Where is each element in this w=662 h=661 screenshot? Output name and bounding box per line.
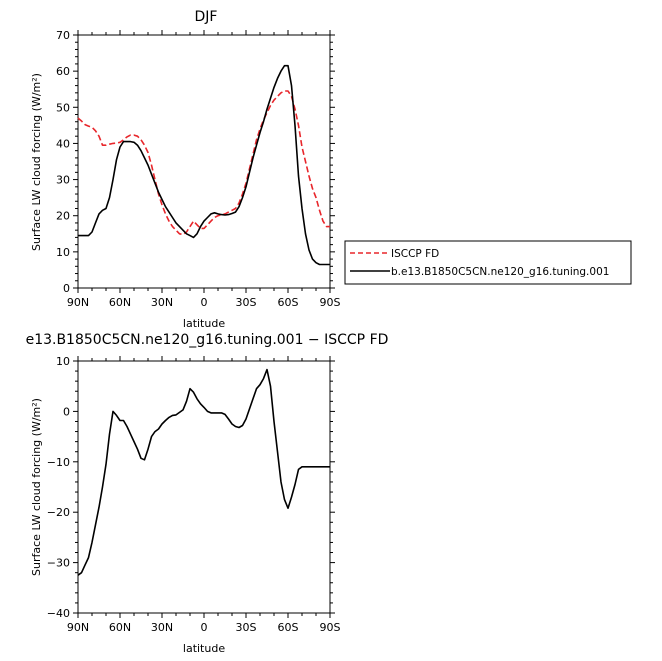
top-series-lines (77, 64, 330, 266)
bottom-xtick-label: 30N (151, 621, 173, 634)
top-ytick-label: 10 (56, 246, 70, 259)
top-x-axis-label: latitude (183, 317, 225, 330)
legend: ISCCP FD b.e13.B1850C5CN.ne120_g16.tunin… (344, 240, 632, 285)
bottom-chart-title: e13.B1850C5CN.ne120_g16.tuning.001 − ISC… (26, 332, 389, 348)
top-xtick-label: 60S (278, 296, 299, 309)
bottom-series-line-model (77, 368, 330, 576)
bottom-xtick-label: 30S (236, 621, 257, 634)
top-xtick-label: 30S (236, 296, 257, 309)
bottom-ytick-label: 0 (63, 405, 70, 418)
top-chart-title: DJF (195, 9, 218, 25)
bottom-panel: e13.B1850C5CN.ne120_g16.tuning.001 − ISC… (26, 332, 389, 655)
bottom-ticks: 90N 60N 30N 0 30S 60S 90S −40 −30 −20 −10 0 10 (47, 355, 341, 634)
top-ytick-label: 60 (56, 65, 70, 78)
bottom-ytick-label: −10 (47, 456, 70, 469)
top-ticks: 90N 60N 30N 0 30S 60S 90S 0 10 20 30 40 50 60 70 (56, 29, 341, 309)
top-ytick-label: 40 (56, 137, 70, 150)
top-series-line-model (78, 64, 330, 266)
top-xtick-label: 90N (67, 296, 89, 309)
top-xtick-label: 90S (320, 296, 341, 309)
bottom-y-axis-label: Surface LW cloud forcing (W/m²) (30, 398, 43, 576)
bottom-ytick-label: −30 (47, 557, 70, 570)
top-ytick-label: 20 (56, 210, 70, 223)
bottom-xtick-label: 90N (67, 621, 89, 634)
top-series-line-isccp (77, 90, 330, 236)
top-ytick-label: 0 (63, 282, 70, 295)
bottom-ytick-label: −20 (47, 506, 70, 519)
top-xtick-label: 30N (151, 296, 173, 309)
legend-label-model: b.e13.B1850C5CN.ne120_g16.tuning.001 (391, 266, 609, 278)
top-panel: DJF 90N 60N 30N 0 30S 60S 90S 0 10 20 30 40 50 60 70 l… (30, 9, 341, 330)
top-xtick-label: 60N (109, 296, 131, 309)
bottom-ytick-label: 10 (56, 355, 70, 368)
bottom-x-axis-label: latitude (183, 642, 225, 655)
legend-label-isccp: ISCCP FD (391, 248, 439, 260)
bottom-xtick-label: 60S (278, 621, 299, 634)
bottom-xtick-label: 0 (201, 621, 208, 634)
bottom-plot-frame (77, 360, 331, 614)
top-xtick-label: 0 (201, 296, 208, 309)
top-y-axis-label: Surface LW cloud forcing (W/m²) (30, 73, 43, 251)
bottom-series-lines (77, 368, 330, 576)
bottom-ytick-label: −40 (47, 607, 70, 620)
top-ytick-label: 70 (56, 29, 70, 42)
bottom-xtick-label: 90S (320, 621, 341, 634)
top-ytick-label: 50 (56, 101, 70, 114)
legend-box (344, 240, 632, 285)
top-ytick-label: 30 (56, 174, 70, 187)
bottom-xtick-label: 60N (109, 621, 131, 634)
